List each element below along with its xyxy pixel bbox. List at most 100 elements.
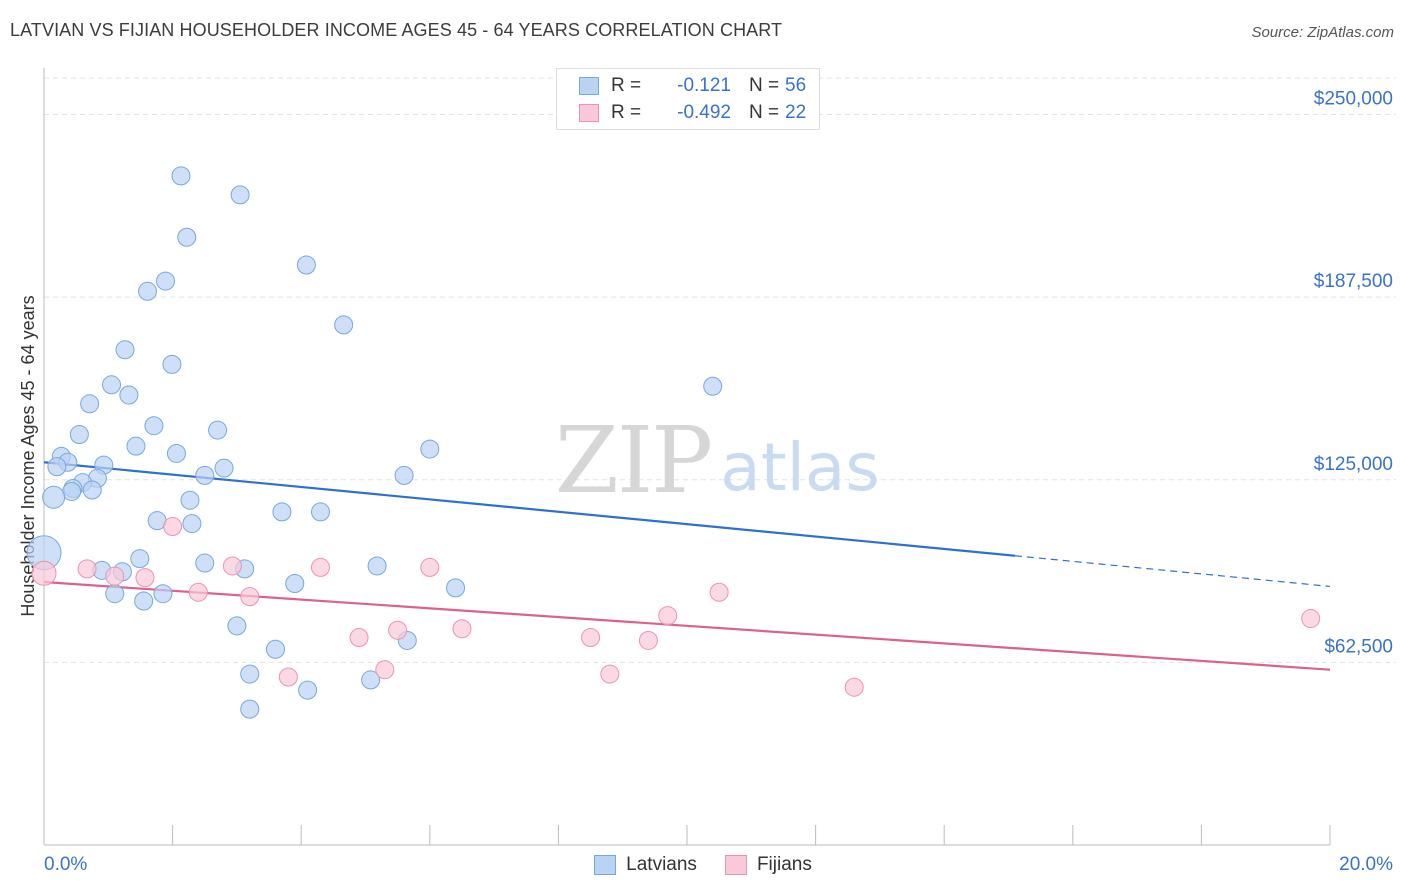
latvian-point [162, 354, 182, 374]
latvian-point [156, 271, 176, 291]
latvian-point [298, 680, 318, 700]
latvian-point [272, 502, 292, 522]
series-legend: Latvians Fijians [0, 852, 1406, 878]
latvian-point [166, 443, 186, 463]
latvian-point [177, 227, 197, 247]
fijian-point [77, 559, 97, 579]
latvian-point [171, 166, 191, 186]
latvian-point [130, 549, 150, 569]
latvian-point [47, 457, 67, 477]
latvian-point [334, 315, 354, 335]
latvian-point [420, 439, 440, 459]
latvian-point [310, 502, 330, 522]
fijian-point [581, 628, 601, 648]
latvian-point [446, 578, 466, 598]
fijian-point [240, 587, 260, 607]
latvian-trend-line [1014, 555, 1331, 588]
fijian-swatch [579, 104, 599, 122]
fijian-legend-label: Fijians [756, 854, 812, 875]
y-tick-labels: $62,500 $125,000 $187,500 $250,000 [1314, 89, 1393, 658]
latvian-point [214, 458, 234, 478]
latvian-point [62, 481, 82, 501]
latvian-point [296, 255, 316, 275]
latvian-point [361, 670, 381, 690]
latvian-legend-swatch [594, 855, 617, 875]
watermark-atlas: atlas [720, 429, 880, 506]
latvian-point [180, 490, 200, 510]
latvian-point [182, 514, 202, 534]
latvian-point [394, 465, 414, 485]
latvian-point [230, 185, 250, 205]
correlation-legend: R = -0.121 N = 56 R = -0.492 N = 22 [556, 68, 820, 130]
latvian-point [115, 340, 135, 360]
latvian-point [82, 480, 102, 500]
r-label: R = [611, 75, 642, 96]
latvian-point [208, 420, 228, 440]
watermark-zip: ZIP [555, 407, 711, 514]
chart-title: LATVIAN VS FIJIAN HOUSEHOLDER INCOME AGE… [10, 20, 783, 40]
legend-row-latvians: R = -0.121 N = 56 [579, 74, 806, 98]
latvian-point [195, 553, 215, 573]
latvian-point [240, 699, 260, 719]
y-axis-label: Householder Income Ages 45 - 64 years [18, 295, 38, 616]
x-tick-labels: 0.0% 20.0% [44, 854, 1393, 875]
latvian-swatch [579, 77, 599, 95]
y-tick-label: $187,500 [1314, 271, 1393, 292]
x-tick-label: 20.0% [1339, 854, 1393, 875]
legend-item-fijians[interactable]: Fijians [724, 854, 812, 876]
data-points [26, 166, 1321, 719]
fijian-point [709, 582, 729, 602]
fijian-point [658, 606, 678, 626]
fijian-point [844, 677, 864, 697]
latvian-point [227, 616, 247, 636]
fijian-point [222, 556, 242, 576]
fijian-point [452, 619, 472, 639]
fijian-point [420, 557, 440, 577]
fijian-point [310, 557, 330, 577]
fijian-point [638, 630, 658, 650]
r-value: -0.492 [677, 102, 731, 123]
y-tick-label: $125,000 [1314, 454, 1393, 475]
fijian-point [31, 560, 57, 586]
latvian-point [367, 556, 387, 576]
fijian-point [600, 664, 620, 684]
fijian-point [349, 628, 369, 648]
source-label: Source: ZipAtlas.com [1251, 24, 1394, 41]
latvian-point [126, 436, 146, 456]
fijian-point [105, 566, 125, 586]
latvian-point [240, 664, 260, 684]
latvian-point [703, 376, 723, 396]
n-value: 56 [785, 75, 807, 96]
fijian-point [1301, 609, 1321, 629]
fijian-point [135, 568, 155, 588]
latvian-point [69, 424, 89, 444]
latvian-point [285, 573, 305, 593]
latvian-point [265, 639, 285, 659]
latvian-point [144, 416, 164, 436]
y-tick-label: $250,000 [1314, 89, 1393, 110]
r-label: R = [611, 102, 642, 123]
latvian-point [42, 485, 66, 509]
n-label: N = [749, 102, 780, 123]
latvian-point [134, 591, 154, 611]
x-tick-label: 0.0% [44, 854, 87, 875]
latvian-point [119, 385, 139, 405]
y-tick-label: $62,500 [1324, 636, 1393, 657]
latvian-point [138, 281, 158, 301]
latvian-legend-label: Latvians [626, 854, 697, 875]
latvian-point [195, 465, 215, 485]
legend-item-latvians[interactable]: Latvians [594, 854, 697, 876]
fijian-point [188, 582, 208, 602]
n-label: N = [749, 75, 780, 96]
fijian-point [375, 660, 395, 680]
r-value: -0.121 [677, 75, 731, 96]
latvian-point [80, 394, 100, 414]
latvian-point [153, 584, 173, 604]
latvian-point [102, 375, 122, 395]
n-value: 22 [785, 102, 807, 123]
fijian-legend-swatch [724, 855, 747, 875]
fijian-point [163, 517, 183, 537]
fijian-point [278, 667, 298, 687]
fijian-point [388, 620, 408, 640]
